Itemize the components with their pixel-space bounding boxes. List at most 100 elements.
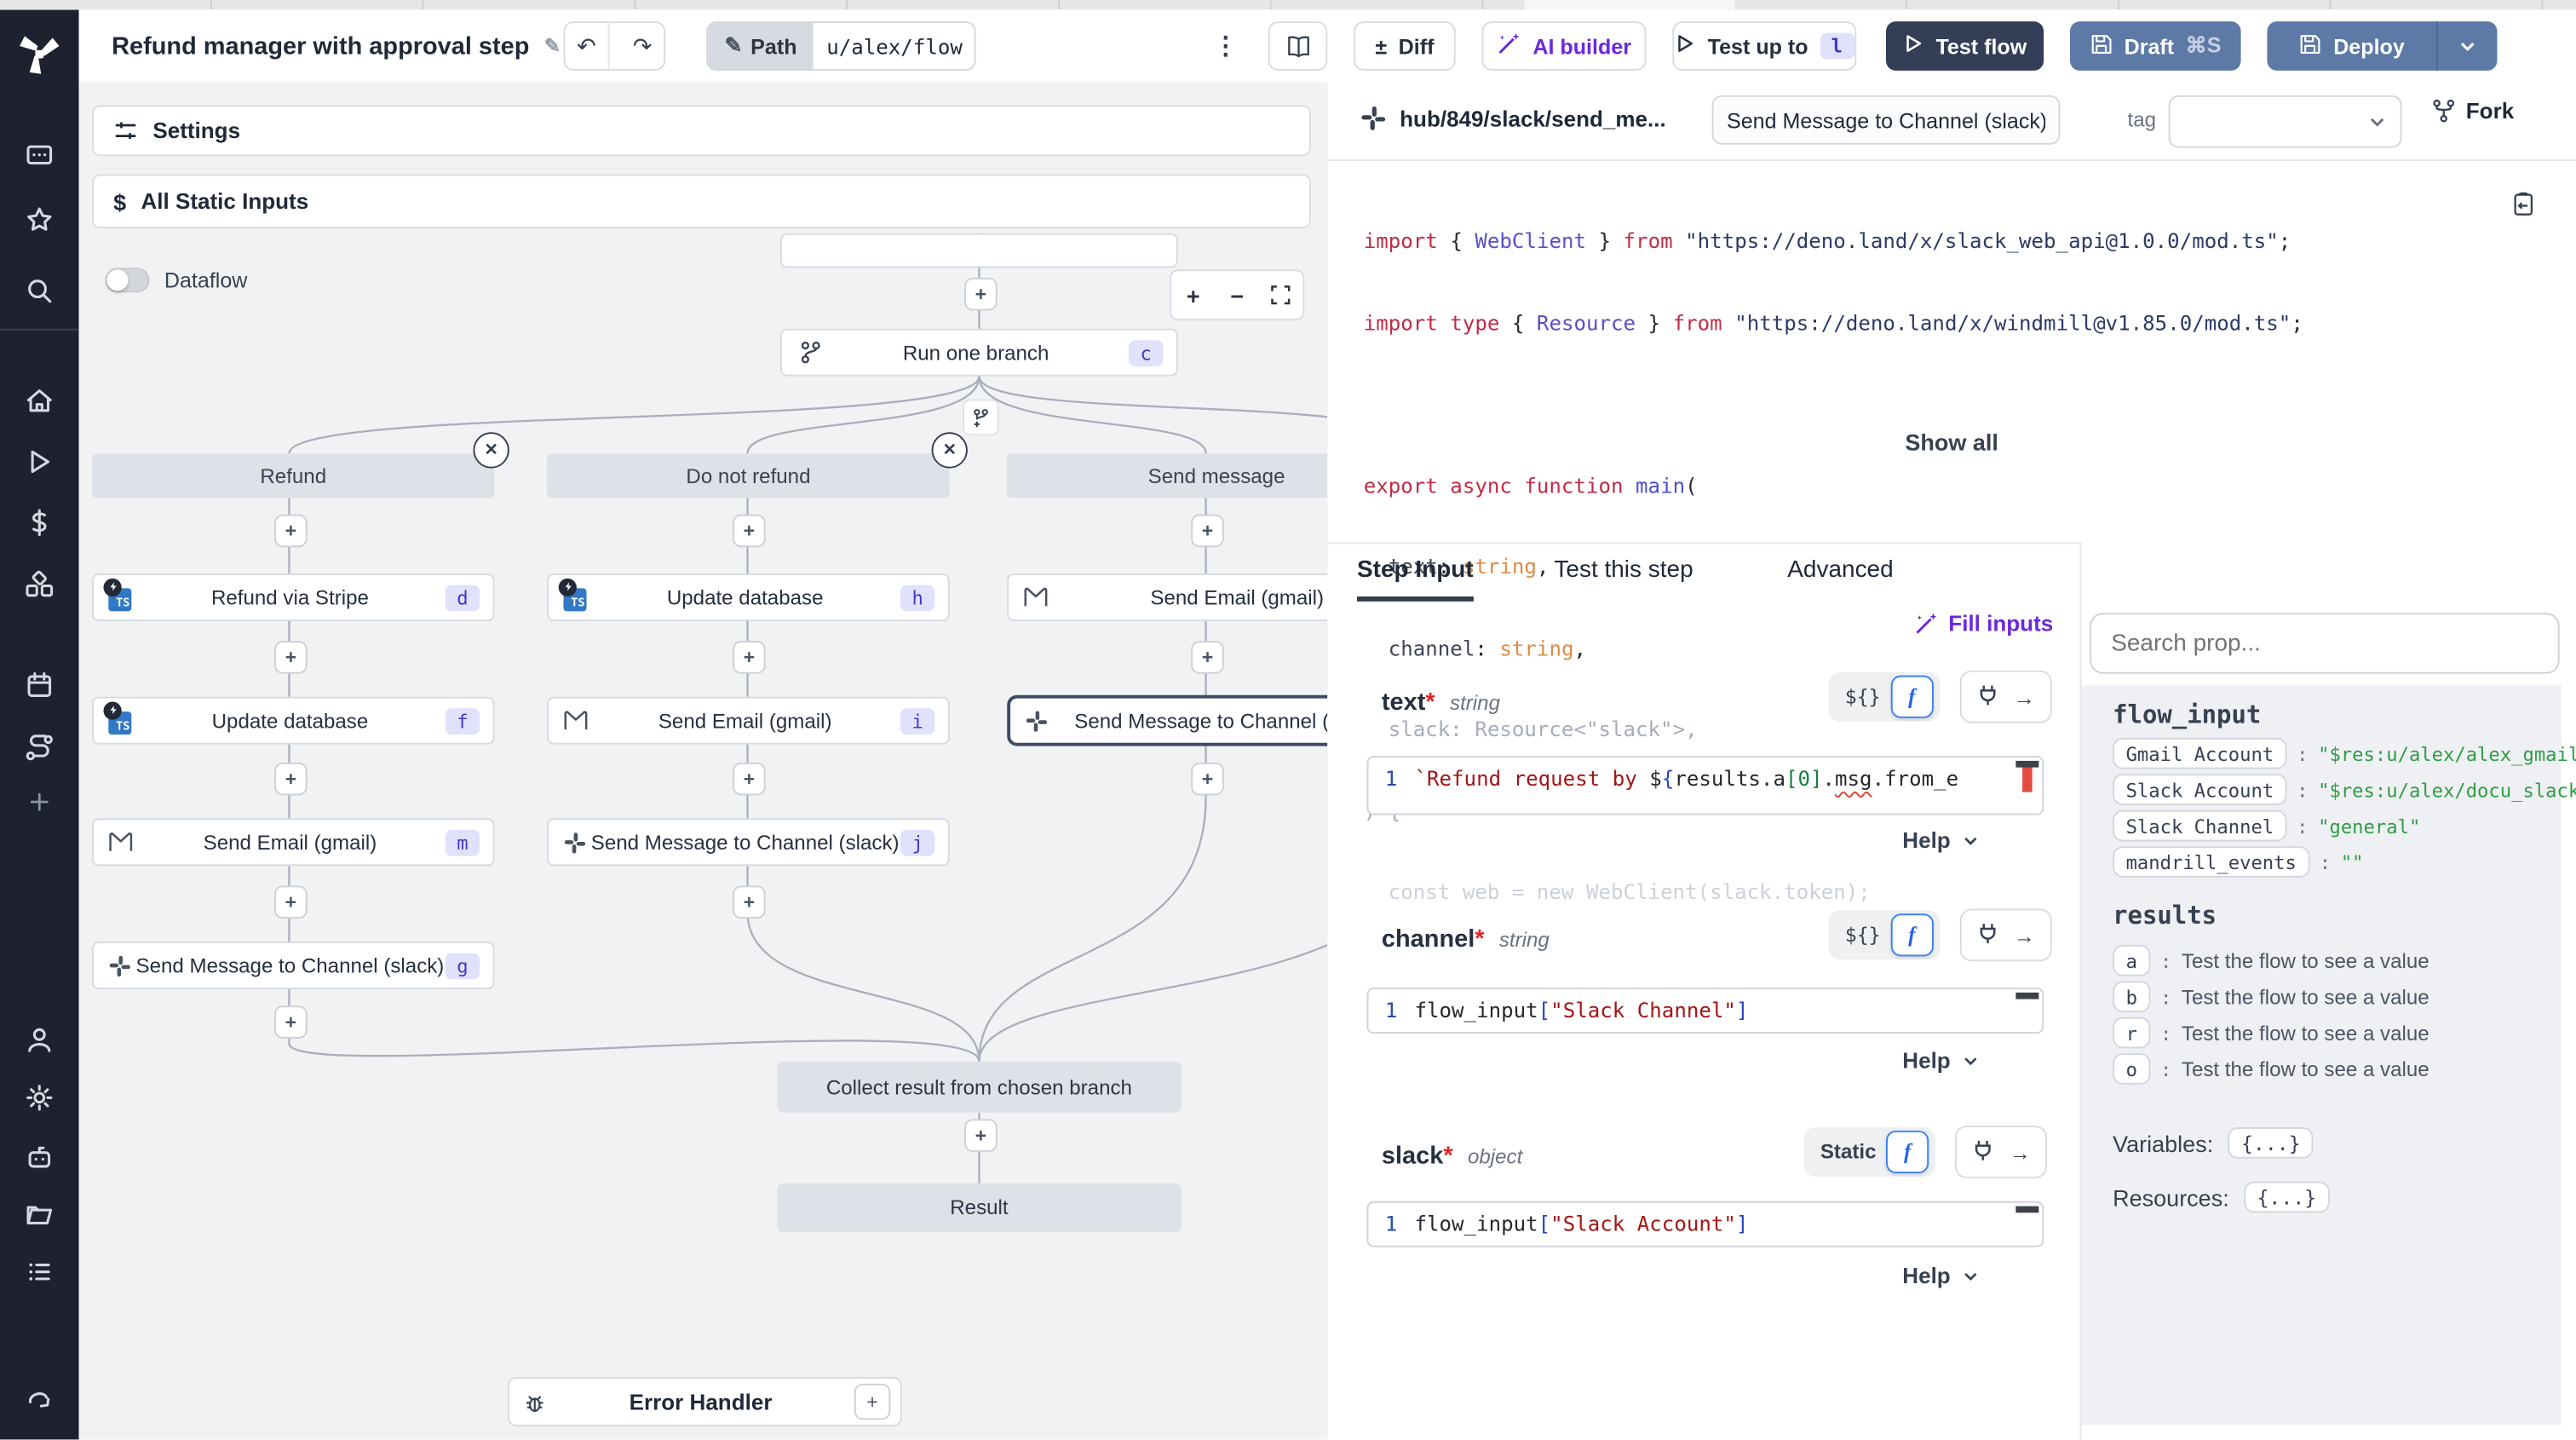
flow-title[interactable]: Refund manager with approval step ✎ bbox=[112, 32, 561, 60]
tab-step-input[interactable]: Step Input bbox=[1356, 544, 1474, 602]
insert-step-plus-button[interactable]: + bbox=[1191, 514, 1224, 548]
fill-inputs-button[interactable]: Fill inputs bbox=[1914, 611, 2053, 636]
search-props-input[interactable] bbox=[2090, 613, 2560, 674]
tag-select[interactable] bbox=[2168, 95, 2402, 148]
prop-key-pill[interactable]: Gmail Account bbox=[2113, 737, 2287, 769]
favorites-star-icon[interactable] bbox=[20, 200, 59, 239]
insert-step-plus-button[interactable]: + bbox=[733, 885, 766, 919]
more-options-kebab-icon[interactable]: ⋮ bbox=[1213, 32, 1239, 61]
folders-icon[interactable] bbox=[20, 1195, 59, 1234]
static-mode-toggle[interactable]: Static f bbox=[1803, 1126, 1935, 1177]
channel-expression-editor[interactable]: 1 flow_input["Slack Channel"] bbox=[1366, 988, 2044, 1034]
result-key-pill[interactable]: o bbox=[2113, 1053, 2151, 1085]
insert-step-plus-button[interactable]: + bbox=[733, 762, 766, 796]
branch-header-send-message[interactable]: Send message bbox=[1007, 453, 1328, 498]
insert-step-plus-button[interactable]: + bbox=[274, 885, 308, 919]
resources-expand-pill[interactable]: {...} bbox=[2244, 1181, 2330, 1213]
arrow-right-icon[interactable]: → bbox=[2013, 684, 2035, 710]
branch-header-do-not-refund[interactable]: Do not refund bbox=[547, 453, 950, 498]
schedules-calendar-icon[interactable] bbox=[20, 665, 59, 705]
remove-branch-button[interactable]: ✕ bbox=[931, 432, 968, 469]
zoom-in-button[interactable]: + bbox=[1186, 281, 1200, 308]
function-mode-icon[interactable]: f bbox=[1886, 1130, 1929, 1173]
help-arrow-icon[interactable] bbox=[20, 1377, 59, 1416]
node-result[interactable]: Result bbox=[777, 1183, 1182, 1233]
insert-step-plus-button[interactable]: + bbox=[274, 514, 308, 548]
node-run-one-branch[interactable]: Run one branch c bbox=[780, 328, 1178, 377]
node-update-database[interactable]: TS Update database h bbox=[547, 573, 950, 621]
help-toggle[interactable]: Help bbox=[1902, 828, 1980, 853]
node-send-email-gmail[interactable]: Send Email (gmail) m bbox=[91, 818, 495, 867]
node-collect-result[interactable]: Collect result from chosen branch bbox=[777, 1061, 1182, 1113]
runs-play-icon[interactable] bbox=[20, 442, 59, 481]
windmill-logo-icon[interactable] bbox=[18, 33, 60, 76]
deploy-dropdown-chevron-icon[interactable] bbox=[2436, 21, 2497, 71]
variables-dollar-icon[interactable] bbox=[20, 503, 59, 542]
plug-icon[interactable] bbox=[1975, 683, 1998, 711]
insert-step-plus-button[interactable]: + bbox=[1191, 641, 1224, 674]
insert-step-plus-button[interactable]: + bbox=[733, 641, 766, 674]
arrow-right-icon[interactable]: → bbox=[2013, 922, 2035, 948]
diff-button[interactable]: ± Diff bbox=[1354, 21, 1456, 71]
fork-button[interactable]: Fork bbox=[2431, 99, 2514, 124]
show-all-link[interactable]: Show all bbox=[1905, 429, 1998, 456]
node-send-email-gmail[interactable]: Send Email (gmail) bbox=[1007, 573, 1328, 621]
prop-key-pill[interactable]: Slack Channel bbox=[2113, 809, 2287, 842]
fit-view-button[interactable] bbox=[1259, 285, 1302, 306]
node-send-email-gmail[interactable]: Send Email (gmail) i bbox=[547, 696, 950, 745]
result-key-pill[interactable]: r bbox=[2113, 1017, 2151, 1049]
account-user-icon[interactable] bbox=[20, 1021, 59, 1060]
function-mode-icon[interactable]: f bbox=[1890, 913, 1934, 957]
flow-input-node-partial[interactable] bbox=[780, 233, 1178, 268]
plug-icon[interactable] bbox=[1975, 921, 1998, 949]
add-plus-icon[interactable] bbox=[20, 782, 59, 821]
docs-book-button[interactable] bbox=[1268, 21, 1328, 71]
node-refund-via-stripe[interactable]: TS Refund via Stripe d bbox=[91, 573, 495, 621]
flow-settings-row[interactable]: Settings bbox=[91, 105, 1311, 157]
branch-header-refund[interactable]: Refund bbox=[91, 453, 495, 498]
copy-code-clipboard-icon[interactable] bbox=[2510, 191, 2537, 225]
zoom-out-button[interactable]: − bbox=[1230, 281, 1245, 308]
result-key-pill[interactable]: a bbox=[2113, 944, 2151, 976]
node-send-message-slack[interactable]: Send Message to Channel (slack) g bbox=[91, 942, 495, 989]
help-toggle[interactable]: Help bbox=[1902, 1264, 1980, 1288]
insert-step-plus-button[interactable]: + bbox=[274, 762, 308, 796]
insert-step-plus-button[interactable]: + bbox=[274, 1005, 308, 1039]
ai-builder-button[interactable]: AI builder bbox=[1481, 21, 1647, 71]
hub-script-path[interactable]: hub/849/slack/send_me... bbox=[1400, 107, 1666, 132]
home-icon[interactable] bbox=[20, 381, 59, 420]
all-static-inputs-row[interactable]: $ All Static Inputs bbox=[91, 174, 1311, 229]
insert-step-plus-button[interactable]: + bbox=[274, 641, 308, 674]
tab-test-this-step[interactable]: Test this step bbox=[1554, 556, 1693, 584]
insert-step-plus-button[interactable]: + bbox=[733, 514, 766, 548]
logs-list-icon[interactable] bbox=[20, 1253, 59, 1292]
ai-robot-icon[interactable] bbox=[20, 1138, 59, 1177]
test-up-to-step-badge[interactable]: l bbox=[1820, 32, 1854, 60]
undo-button[interactable]: ↶ bbox=[565, 22, 610, 69]
add-error-handler-button[interactable]: + bbox=[854, 1383, 891, 1420]
slack-expression-editor[interactable]: 1 flow_input["Slack Account"] bbox=[1366, 1201, 2044, 1247]
step-name-input[interactable] bbox=[1711, 95, 2061, 145]
deploy-button[interactable]: Deploy bbox=[2267, 21, 2436, 71]
resources-cubes-icon[interactable] bbox=[20, 565, 59, 604]
prop-key-pill[interactable]: mandrill_events bbox=[2113, 846, 2310, 878]
text-expression-editor[interactable]: 1 `Refund request by ${results.a[0].msg.… bbox=[1366, 756, 2044, 815]
remove-branch-button[interactable]: ✕ bbox=[473, 432, 509, 469]
insert-step-plus-button[interactable]: + bbox=[1191, 762, 1224, 796]
test-up-to-button[interactable]: Test up to l bbox=[1672, 21, 1857, 71]
tab-advanced[interactable]: Advanced bbox=[1787, 556, 1894, 584]
error-handler-node[interactable]: Error Handler + bbox=[507, 1377, 902, 1426]
add-branch-button[interactable] bbox=[963, 399, 999, 436]
prop-key-pill[interactable]: Slack Account bbox=[2113, 774, 2287, 805]
search-icon[interactable] bbox=[20, 271, 59, 310]
settings-gear-icon[interactable] bbox=[20, 1078, 59, 1117]
insert-step-plus-button[interactable]: + bbox=[964, 1119, 998, 1152]
workers-route-icon[interactable] bbox=[20, 728, 59, 767]
arrow-right-icon[interactable]: → bbox=[2009, 1139, 2031, 1165]
insert-step-plus-button[interactable]: + bbox=[964, 277, 998, 311]
dataflow-toggle[interactable] bbox=[105, 268, 150, 293]
function-mode-icon[interactable]: f bbox=[1890, 675, 1934, 718]
node-send-message-slack-selected[interactable]: Send Message to Channel (slack) bbox=[1007, 694, 1328, 746]
expr-mode-toggle[interactable]: ${} f bbox=[1828, 671, 1941, 722]
expr-mode-toggle[interactable]: ${} f bbox=[1828, 910, 1941, 960]
